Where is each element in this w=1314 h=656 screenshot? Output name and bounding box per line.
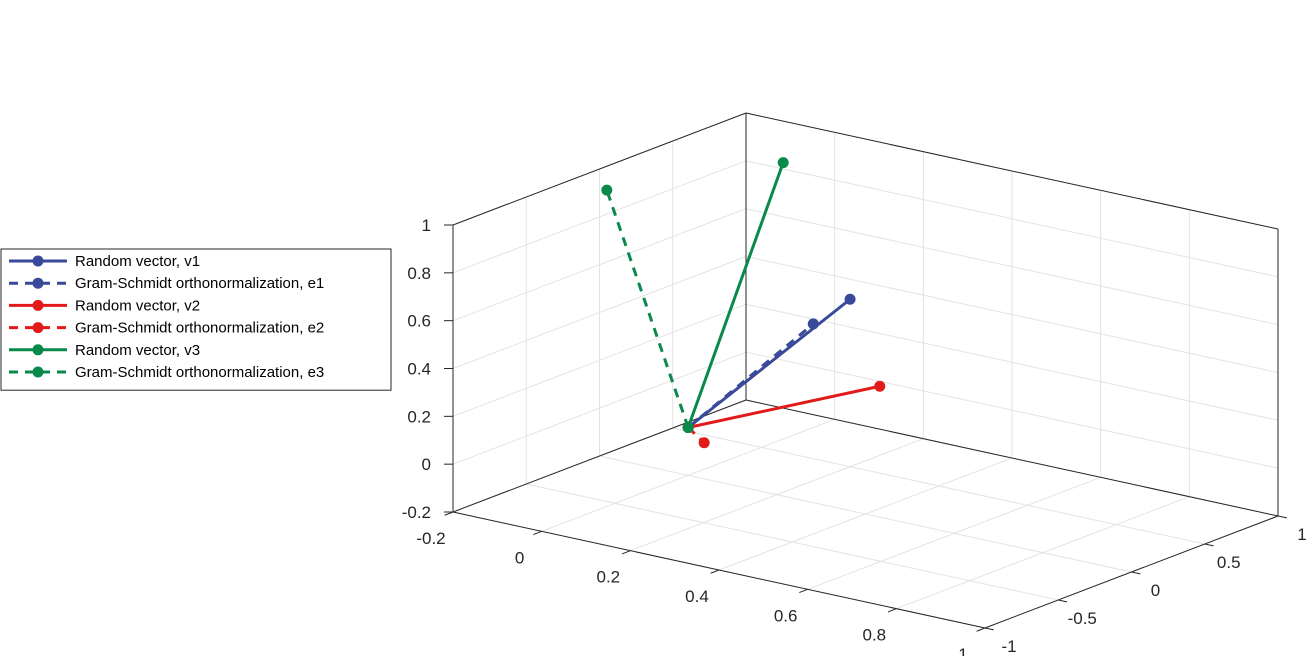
series-point-2 bbox=[807, 318, 819, 330]
legend-marker-6 bbox=[32, 366, 44, 378]
grid-line-floor-y bbox=[526, 483, 1059, 601]
axes-box-edge bbox=[745, 112, 1279, 230]
legend-label-5: Random vector, v3 bbox=[75, 342, 200, 359]
y-tick-mark bbox=[1277, 515, 1287, 519]
x-tick-label: 1 bbox=[958, 645, 967, 656]
grid-line-side-z bbox=[745, 303, 1279, 421]
grid-line-floor-y bbox=[599, 455, 1132, 573]
series-point-6 bbox=[601, 184, 613, 196]
grid-line-wall-z bbox=[452, 303, 747, 417]
z-tick-label: 1 bbox=[422, 216, 431, 235]
series-point-6 bbox=[682, 422, 694, 433]
legend: Random vector, v1 Gram-Schmidt orthonorma… bbox=[0, 248, 392, 391]
x-tick-mark bbox=[533, 530, 542, 536]
grid-lines bbox=[452, 112, 1279, 629]
x-tick-label: 0.6 bbox=[774, 606, 798, 625]
legend-marker-1 bbox=[32, 255, 44, 267]
axes-box-edge bbox=[452, 112, 747, 226]
grid-line-wall-z bbox=[452, 160, 747, 274]
y-tick-mark bbox=[1058, 599, 1068, 603]
series-point-4 bbox=[698, 437, 710, 449]
tick-labels: -0.2 0 0.2 0.4 0.6 0.8 1 -1 -0.5 0 0.5 1 -0.2 0 0.2 0.4… bbox=[402, 216, 1307, 656]
y-tick-label: -0.5 bbox=[1068, 609, 1097, 628]
series-line-2 bbox=[687, 322, 815, 429]
grid-line-wall-z bbox=[452, 256, 747, 369]
x-tick-label: 0.2 bbox=[597, 568, 621, 587]
z-tick-label: -0.2 bbox=[402, 503, 431, 522]
legend-marker-2 bbox=[32, 277, 44, 289]
z-tick-label: 0 bbox=[422, 455, 431, 474]
series-point-3 bbox=[874, 380, 886, 392]
z-tick-label: 0.4 bbox=[407, 360, 431, 379]
axes-box bbox=[452, 112, 1279, 629]
y-tick-label: 0.5 bbox=[1217, 553, 1241, 572]
legend-box bbox=[0, 248, 392, 391]
series-point-5 bbox=[777, 157, 789, 169]
series-line-3 bbox=[686, 384, 882, 429]
grid-line-side-z bbox=[745, 208, 1279, 326]
legend-marker-5 bbox=[32, 344, 44, 356]
z-tick-label: 0.2 bbox=[407, 407, 431, 426]
x-tick-label: -0.2 bbox=[416, 529, 445, 548]
grid-line-floor-y bbox=[672, 427, 1205, 545]
grid-line-side-z bbox=[745, 160, 1279, 278]
y-tick-mark bbox=[984, 627, 994, 631]
x-tick-mark bbox=[710, 569, 720, 574]
z-tick-label: 0.8 bbox=[407, 264, 431, 283]
x-tick-mark bbox=[887, 608, 897, 613]
y-tick-label: 0 bbox=[1151, 581, 1160, 600]
y-tick-mark bbox=[1204, 543, 1214, 547]
y-tick-mark bbox=[1131, 571, 1141, 575]
grid-line-side-z bbox=[745, 256, 1279, 373]
legend-marker-3 bbox=[32, 299, 44, 311]
legend-marker-4 bbox=[32, 322, 44, 334]
series-point-1 bbox=[844, 293, 856, 305]
x-tick-mark bbox=[799, 588, 808, 594]
series-line-6 bbox=[605, 189, 690, 428]
grid-line-wall-z bbox=[452, 208, 747, 322]
legend-label-2: Gram-Schmidt orthonormalization, e1 bbox=[75, 275, 324, 292]
legend-label-3: Random vector, v2 bbox=[75, 297, 200, 314]
y-tick-label: -1 bbox=[1001, 637, 1016, 656]
legend-label-6: Gram-Schmidt orthonormalization, e3 bbox=[75, 364, 324, 381]
z-tick-label: 0.6 bbox=[407, 312, 431, 331]
x-tick-label: 0.8 bbox=[863, 626, 887, 645]
legend-label-4: Gram-Schmidt orthonormalization, e2 bbox=[75, 320, 324, 337]
grid-line-side-z bbox=[745, 351, 1279, 469]
x-tick-mark bbox=[621, 550, 631, 555]
x-tick-mark bbox=[976, 627, 986, 632]
series-line-5 bbox=[686, 161, 785, 429]
axes-box-edge bbox=[745, 399, 1279, 517]
grid-line-wall-z bbox=[452, 351, 747, 465]
data-series bbox=[601, 157, 886, 449]
x-tick-label: 0 bbox=[515, 548, 524, 567]
legend-label-1: Random vector, v1 bbox=[75, 253, 200, 270]
x-tick-mark bbox=[444, 511, 454, 516]
y-tick-label: 1 bbox=[1297, 525, 1306, 544]
x-tick-label: 0.4 bbox=[685, 587, 709, 606]
